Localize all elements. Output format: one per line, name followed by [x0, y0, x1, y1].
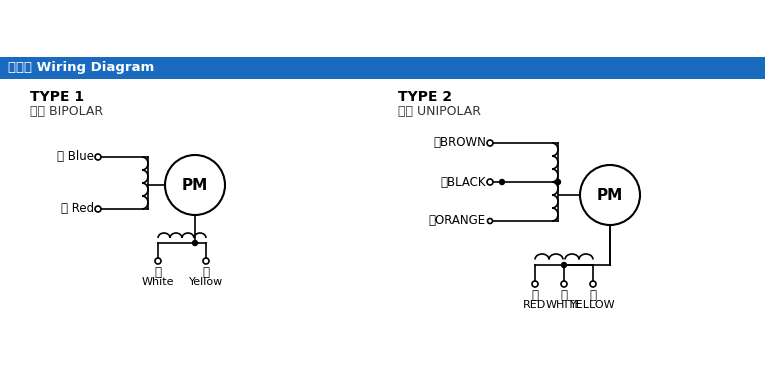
Text: 灰BROWN: 灰BROWN — [433, 136, 486, 149]
FancyBboxPatch shape — [0, 57, 765, 79]
Text: 单极 UNIPOLAR: 单极 UNIPOLAR — [398, 105, 481, 118]
Circle shape — [500, 179, 504, 185]
Circle shape — [590, 281, 596, 287]
Circle shape — [487, 179, 493, 185]
Text: RED: RED — [523, 300, 547, 310]
Text: 白: 白 — [155, 266, 161, 279]
Circle shape — [562, 262, 567, 267]
Text: WHITE: WHITE — [545, 300, 582, 310]
Text: PM: PM — [597, 188, 623, 203]
Circle shape — [155, 258, 161, 264]
Text: 黑BLACK: 黑BLACK — [441, 176, 486, 188]
Text: 黃: 黃 — [203, 266, 210, 279]
Text: 蓝 Blue: 蓝 Blue — [57, 151, 94, 163]
Text: 双极 BIPOLAR: 双极 BIPOLAR — [30, 105, 103, 118]
Circle shape — [487, 140, 493, 146]
Text: YELLOW: YELLOW — [570, 300, 616, 310]
Circle shape — [555, 179, 561, 185]
Text: 黃: 黃 — [590, 289, 597, 302]
Text: 接線圖 Wiring Diagram: 接線圖 Wiring Diagram — [8, 61, 155, 75]
Circle shape — [95, 206, 101, 212]
Circle shape — [193, 240, 197, 246]
Circle shape — [203, 258, 209, 264]
Text: 紅: 紅 — [532, 289, 539, 302]
Text: PM: PM — [182, 178, 208, 192]
Text: TYPE 1: TYPE 1 — [30, 90, 84, 104]
Circle shape — [95, 154, 101, 160]
Text: 橙ORANGE: 橙ORANGE — [429, 215, 486, 228]
Text: 白: 白 — [561, 289, 568, 302]
Text: 紅 Red: 紅 Red — [61, 203, 94, 215]
Circle shape — [532, 281, 538, 287]
Circle shape — [487, 219, 493, 224]
Text: Yellow: Yellow — [189, 277, 223, 287]
Text: TYPE 2: TYPE 2 — [398, 90, 452, 104]
Text: White: White — [142, 277, 174, 287]
Circle shape — [561, 281, 567, 287]
